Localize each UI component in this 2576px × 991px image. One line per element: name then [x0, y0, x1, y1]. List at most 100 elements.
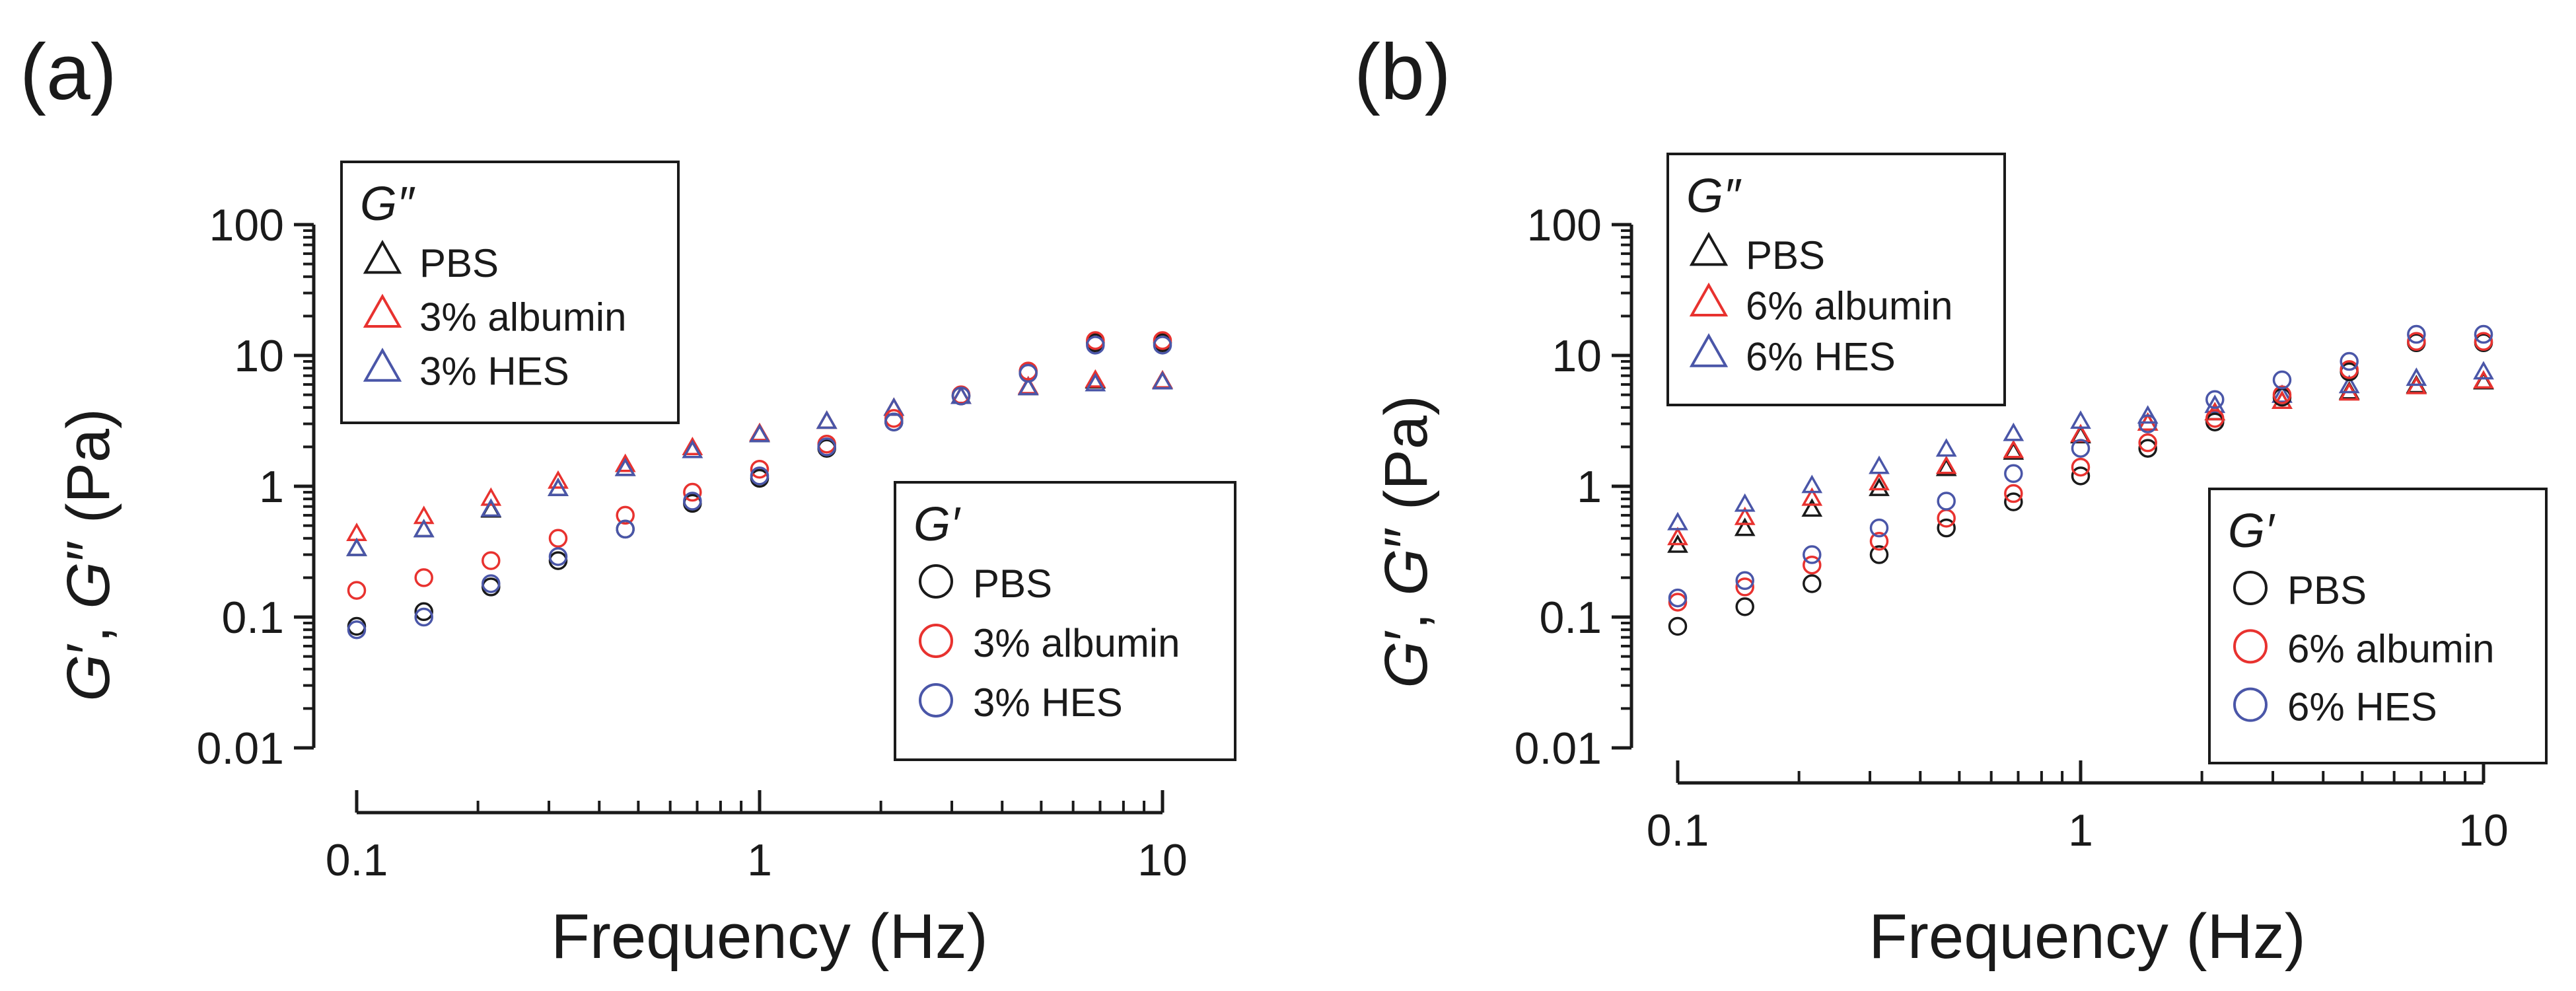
data-point-g-pbs — [1668, 616, 1688, 636]
data-point-g-6pct-hes — [2070, 410, 2091, 429]
data-point-g-3pct-hes — [682, 439, 703, 459]
data-point-g-6pct-albumin — [2138, 433, 2157, 453]
data-point-g-3pct-albumin — [482, 551, 501, 570]
data-point-g-6pct-albumin — [1734, 506, 1756, 525]
data-point-g-3pct-hes — [884, 412, 904, 431]
data-point-g-6pct-hes — [2137, 405, 2159, 424]
legend-g-prime: G′ PBS 6% albumin 6% HES — [2208, 488, 2548, 764]
series-g-6pct-hes — [1667, 361, 2494, 531]
data-point-g-3pct-albumin — [347, 581, 367, 600]
data-point-g-3pct-albumin — [1086, 331, 1105, 350]
data-point-g-pbs — [2071, 466, 2091, 486]
data-point-g-6pct-hes — [1735, 571, 1754, 591]
data-point-g-3pct-albumin — [414, 568, 433, 587]
data-point-g-6pct-hes — [2272, 384, 2293, 403]
data-point-g-6pct-hes — [1869, 455, 1890, 474]
x-axis-label: Frequency (Hz) — [551, 901, 988, 972]
y-tick-label: 100 — [209, 200, 284, 250]
data-point-g-3pct-hes — [951, 386, 971, 406]
data-point-g-6pct-albumin — [1937, 509, 1956, 528]
legend-marker-6pct-hes — [2233, 687, 2268, 722]
y-axis-label-part: G — [55, 562, 122, 609]
legend-label-6pct-hes: 6% HES — [2287, 685, 2437, 729]
data-point-g-3pct-hes — [683, 492, 702, 511]
legend-label-3pct-albumin: 3% albumin — [419, 295, 627, 340]
legend-label-3pct-hes: 3% HES — [419, 349, 569, 393]
data-point-g-pbs — [1734, 517, 1756, 536]
legend-label-6pct-hes: 6% HES — [1746, 334, 1896, 379]
legend-label-6pct-albumin: 6% albumin — [1746, 284, 1953, 328]
data-point-g-3pct-albumin — [682, 437, 703, 456]
data-point-g-3pct-hes — [1085, 373, 1106, 392]
data-point-g-6pct-hes — [2473, 361, 2494, 380]
legend-label-pbs: PBS — [1746, 233, 1825, 277]
data-point-g-3pct-hes — [1019, 363, 1038, 383]
data-point-g-6pct-hes — [2071, 439, 2091, 458]
data-point-g-6pct-hes — [2003, 422, 2024, 441]
y-axis-label-part: G — [55, 654, 122, 702]
legend-g-prime: G′ PBS 3% albumin 3% HES — [894, 481, 1236, 761]
legend-marker-3pct-hes — [363, 348, 402, 382]
legend-label-3pct-hes: 3% HES — [973, 680, 1123, 725]
x-tick-label: 0.1 — [326, 835, 388, 885]
y-tick-label: 10 — [1552, 331, 1602, 381]
legend-marker-6pct-albumin — [2233, 629, 2268, 664]
data-point-g-3pct-hes — [1152, 371, 1173, 390]
panel-label: (a) — [20, 28, 117, 116]
x-tick-label: 10 — [2458, 805, 2509, 856]
data-point-g-pbs — [1869, 545, 1889, 564]
data-point-g-3pct-hes — [817, 437, 836, 457]
x-tick-label: 1 — [747, 835, 772, 885]
x-tick-label: 1 — [2068, 805, 2093, 856]
data-point-g-3pct-hes — [816, 410, 838, 429]
data-point-g-6pct-albumin — [1869, 531, 1889, 551]
data-point-g-3pct-hes — [413, 519, 435, 538]
data-point-g-6pct-hes — [2340, 351, 2359, 371]
data-point-g-6pct-hes — [2474, 324, 2493, 344]
data-point-g-6pct-albumin — [2272, 390, 2293, 410]
data-point-g-pbs — [1801, 498, 1823, 517]
legend-marker-3pct-albumin — [363, 293, 402, 328]
y-axis-label-part: (Pa) — [1373, 395, 1440, 527]
data-point-g-6pct-hes — [2407, 324, 2426, 344]
data-point-g-6pct-hes — [1869, 518, 1889, 538]
data-point-g-6pct-albumin — [2003, 439, 2024, 459]
data-point-g-3pct-albumin — [614, 453, 636, 472]
legend-marker-3pct-albumin — [919, 624, 953, 658]
y-axis-label-part: ′, — [1373, 596, 1440, 641]
legend-g-double-prime: G″PBS 6% albumin 6% HES — [1666, 153, 2006, 406]
data-point-g-6pct-albumin — [2205, 409, 2225, 428]
legend-label-3pct-albumin: 3% albumin — [973, 621, 1180, 665]
data-point-g-3pct-albumin — [750, 459, 769, 479]
data-point-g-3pct-albumin — [480, 487, 502, 506]
data-point-g-3pct-hes — [1086, 336, 1105, 355]
data-point-g-6pct-hes — [2205, 390, 2225, 410]
y-tick-label: 1 — [259, 462, 284, 512]
y-axis-label-part: G — [1373, 641, 1440, 688]
data-point-g-6pct-albumin — [1803, 555, 1822, 575]
legend-marker-3pct-hes — [919, 683, 953, 717]
y-axis-label-part: (Pa) — [55, 408, 122, 540]
data-point-g-6pct-hes — [1734, 493, 1756, 512]
data-point-g-3pct-hes — [346, 537, 367, 556]
x-tick-label: 10 — [1137, 835, 1188, 885]
data-point-g-6pct-hes — [1935, 438, 1957, 457]
data-point-g-3pct-hes — [1153, 336, 1172, 355]
y-axis-label: G′, G″ (Pa) — [1373, 395, 1440, 688]
data-point-g-3pct-hes — [347, 620, 367, 640]
data-point-g-6pct-hes — [2138, 414, 2157, 433]
series-g-6pct-hes — [1668, 324, 2493, 608]
legend-label-6pct-albumin: 6% albumin — [2287, 626, 2495, 671]
data-point-g-3pct-albumin — [548, 529, 568, 548]
legend-title: G′ — [913, 498, 961, 551]
data-point-g-3pct-hes — [548, 547, 568, 566]
y-axis-label-part: ″ — [55, 540, 122, 562]
panel-label: (b) — [1354, 28, 1451, 116]
data-point-g-6pct-hes — [1803, 545, 1822, 564]
data-point-g-pbs — [1869, 477, 1890, 496]
x-axis-label: Frequency (Hz) — [1869, 901, 2306, 972]
data-point-g-6pct-albumin — [2407, 332, 2426, 351]
data-point-g-3pct-hes — [482, 574, 501, 593]
y-tick-label: 0.1 — [1539, 593, 1602, 643]
